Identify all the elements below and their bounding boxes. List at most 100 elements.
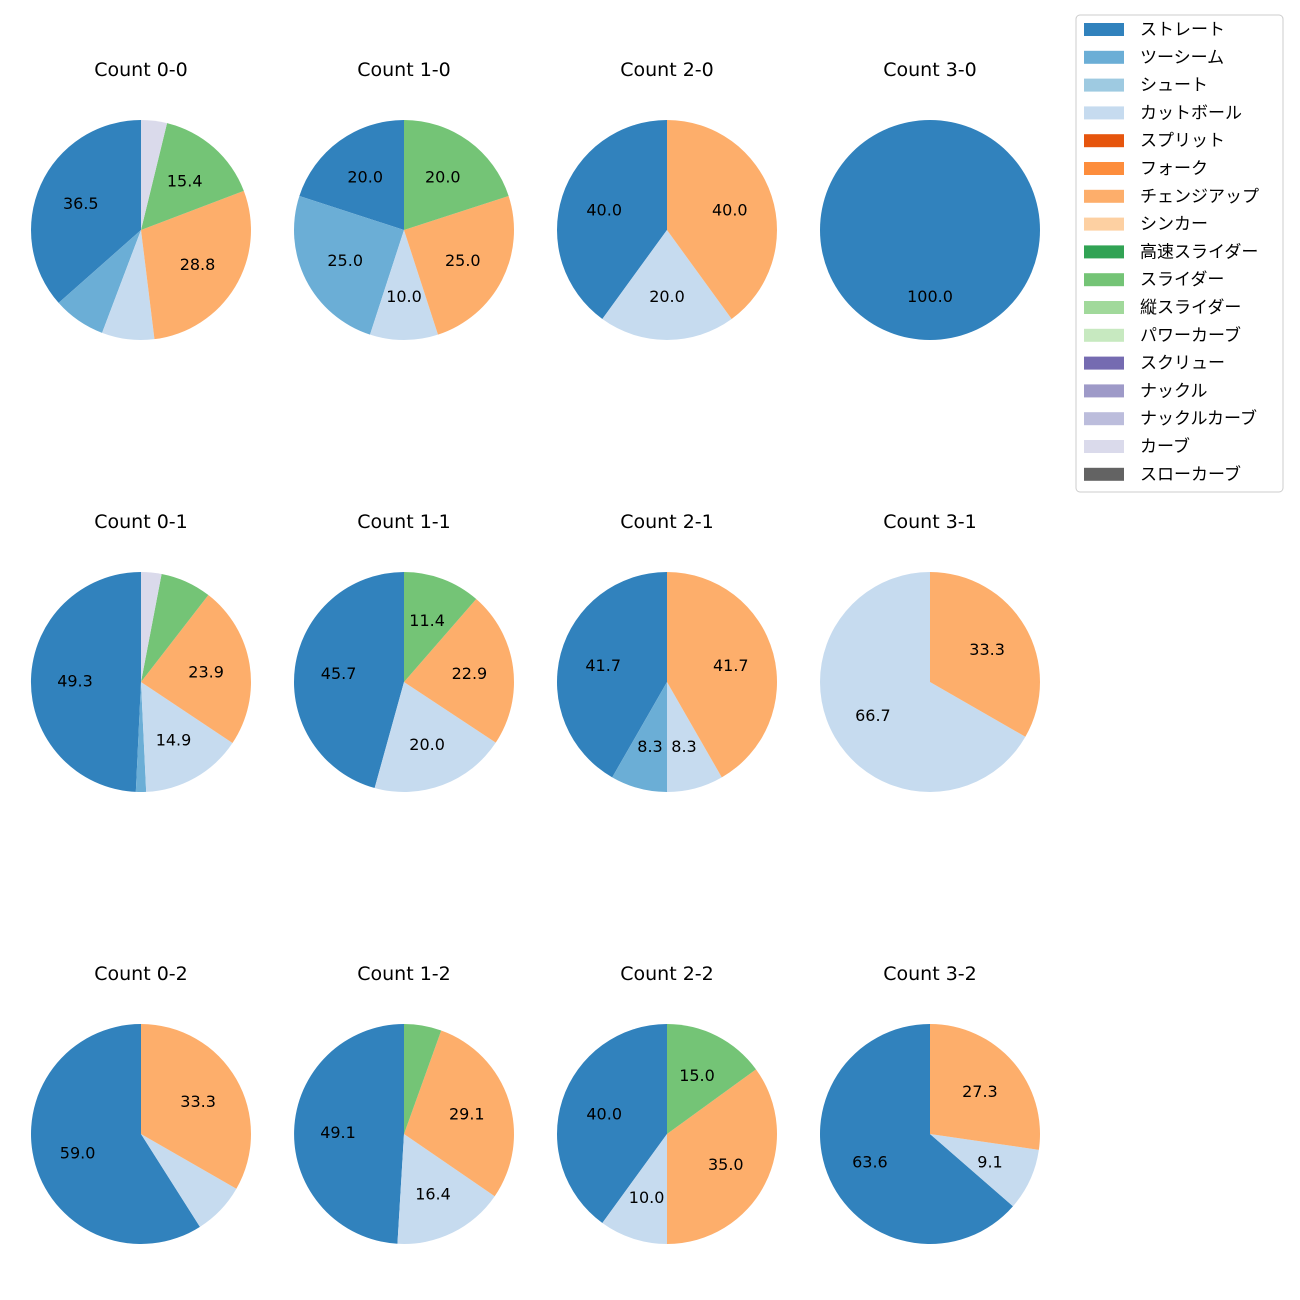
pie-slice-label: 22.9 [452,664,488,683]
pie-slice-count-1-2-1 [397,1134,495,1244]
legend-label: スクリュー [1140,354,1225,374]
legend-swatch [1084,189,1124,203]
pie-title: Count 2-0 [620,59,714,81]
pie-slice-label: 10.0 [386,287,422,306]
legend-swatch [1084,412,1124,426]
pie-slice-count-0-0-1 [58,230,141,333]
legend-label: シンカー [1140,215,1208,235]
pie-slice-count-0-1-4 [141,573,209,682]
pie-slice-count-2-1-2 [667,682,722,792]
pie-slice-label: 41.7 [585,656,621,675]
legend-swatch [1084,328,1124,342]
pie-slice-label: 20.0 [425,168,461,187]
pie-slice-label: 59.0 [60,1143,96,1162]
legend-label: 高速スライダー [1140,242,1258,262]
legend-swatch [1084,50,1124,64]
pie-slice-count-3-0-0 [820,120,1040,340]
pie-slice-label: 23.9 [188,662,224,681]
pie-slice-label: 25.0 [327,251,363,270]
pie-slice-label: 28.8 [180,255,216,274]
pie-slice-count-0-1-3 [141,595,252,744]
legend-label: ナックル [1140,381,1208,401]
pie-slice-count-3-2-0 [819,1024,1013,1244]
pies-layer: Count 0-0 36.5 28.8 15.4 Count 1-0 20.0 25.0 10… [30,59,1041,1244]
pie-count-0-2: Count 0-2 59.0 33.3 [31,963,252,1244]
pie-slice-count-0-0-5 [141,120,168,230]
pie-count-0-1: Count 0-1 49.3 14.9 23.9 [30,511,252,793]
pie-slice-count-2-0-0 [556,120,667,319]
pie-slice-label: 15.4 [167,172,203,191]
pie-count-3-1: Count 3-1 66.7 33.3 [820,511,1041,792]
pie-slice-count-0-0-3 [141,190,251,340]
pie-slice-label: 40.0 [586,201,622,220]
pie-title: Count 0-0 [94,59,188,81]
pie-slice-count-2-1-0 [556,572,667,778]
pie-slice-count-1-2-0 [294,1024,404,1244]
legend-label: ナックルカーブ [1140,408,1257,429]
pie-slice-label: 29.1 [449,1105,485,1124]
pie-slice-count-2-2-2 [667,1069,778,1244]
pie-slice-count-2-0-2 [667,120,778,319]
pie-slice-count-3-1-1 [930,572,1041,737]
legend-label: 縦スライダー [1140,298,1241,318]
pie-slice-count-1-0-0 [299,120,404,230]
pie-slice-label: 49.1 [320,1123,356,1142]
pie-slice-count-2-1-3 [667,571,778,778]
pie-slice-count-1-1-1 [374,682,496,793]
pie-slice-count-1-0-2 [370,230,438,341]
pie-slice-label: 25.0 [445,251,481,270]
pie-slice-label: 40.0 [586,1105,622,1124]
legend-label: ツーシーム [1140,48,1224,68]
pie-count-0-0: Count 0-0 36.5 28.8 15.4 [30,59,251,340]
legend-label: スライダー [1140,270,1224,290]
pie-slice-count-1-1-3 [404,572,477,682]
pie-slice-label: 9.1 [977,1153,1002,1172]
legend-swatch [1084,245,1124,259]
pie-slice-label: 40.0 [712,201,748,220]
legend-swatch [1084,356,1124,370]
legend-frame [1075,14,1284,493]
pie-slice-label: 20.0 [409,735,445,754]
legend-label: チェンジアップ [1140,187,1259,207]
pie-slice-count-2-2-0 [556,1024,667,1223]
legend-swatch [1084,384,1124,398]
pie-slice-count-0-1-2 [141,682,233,792]
pie-slice-count-3-2-1 [930,1134,1039,1207]
pie-slice-count-2-2-1 [602,1134,667,1244]
pie-slice-label: 66.7 [855,706,891,725]
pie-count-2-1: Count 2-1 41.7 8.3 8.3 41.7 [556,511,778,792]
pie-title: Count 1-0 [357,59,451,81]
pie-slice-count-1-0-1 [293,196,404,335]
pie-count-1-1: Count 1-1 45.7 20.0 22.9 11.4 [293,511,514,793]
legend-label: カーブ [1140,436,1190,457]
pie-slice-label: 45.7 [321,664,357,683]
pie-title: Count 1-2 [357,963,451,985]
pie-title: Count 0-2 [94,963,188,985]
pie-count-3-0: Count 3-0 100.0 [820,59,1040,340]
legend-swatch [1084,217,1124,231]
pie-title: Count 0-1 [94,511,188,533]
legend-swatch [1084,78,1124,92]
pie-slice-count-1-1-0 [293,572,404,789]
pie-title: Count 2-1 [620,511,714,533]
pie-slice-label: 20.0 [649,287,685,306]
pie-slice-label: 33.3 [180,1092,216,1111]
legend-label: フォーク [1140,159,1208,179]
pie-slice-label: 27.3 [962,1082,998,1101]
legend-label: スプリット [1140,131,1225,151]
pie-title: Count 3-1 [883,511,977,533]
pie-slice-count-0-1-5 [141,571,162,682]
pie-slice-count-0-0-4 [141,123,244,230]
pie-count-2-2: Count 2-2 40.0 10.0 35.0 15.0 [556,963,778,1244]
pie-slice-label: 41.7 [713,656,749,675]
pie-count-1-0: Count 1-0 20.0 25.0 10.0 25.0 20.0 [293,59,515,341]
pie-slice-count-0-1-1 [135,682,147,793]
pie-slice-count-3-1-0 [820,572,1026,792]
legend-label: ストレート [1140,20,1225,40]
pie-slice-label: 8.3 [637,737,662,756]
pie-slice-count-2-0-1 [602,230,732,341]
pie-slice-count-0-0-0 [30,120,141,303]
pie-slice-count-1-2-2 [404,1030,514,1197]
pie-slice-label: 20.0 [347,168,383,187]
